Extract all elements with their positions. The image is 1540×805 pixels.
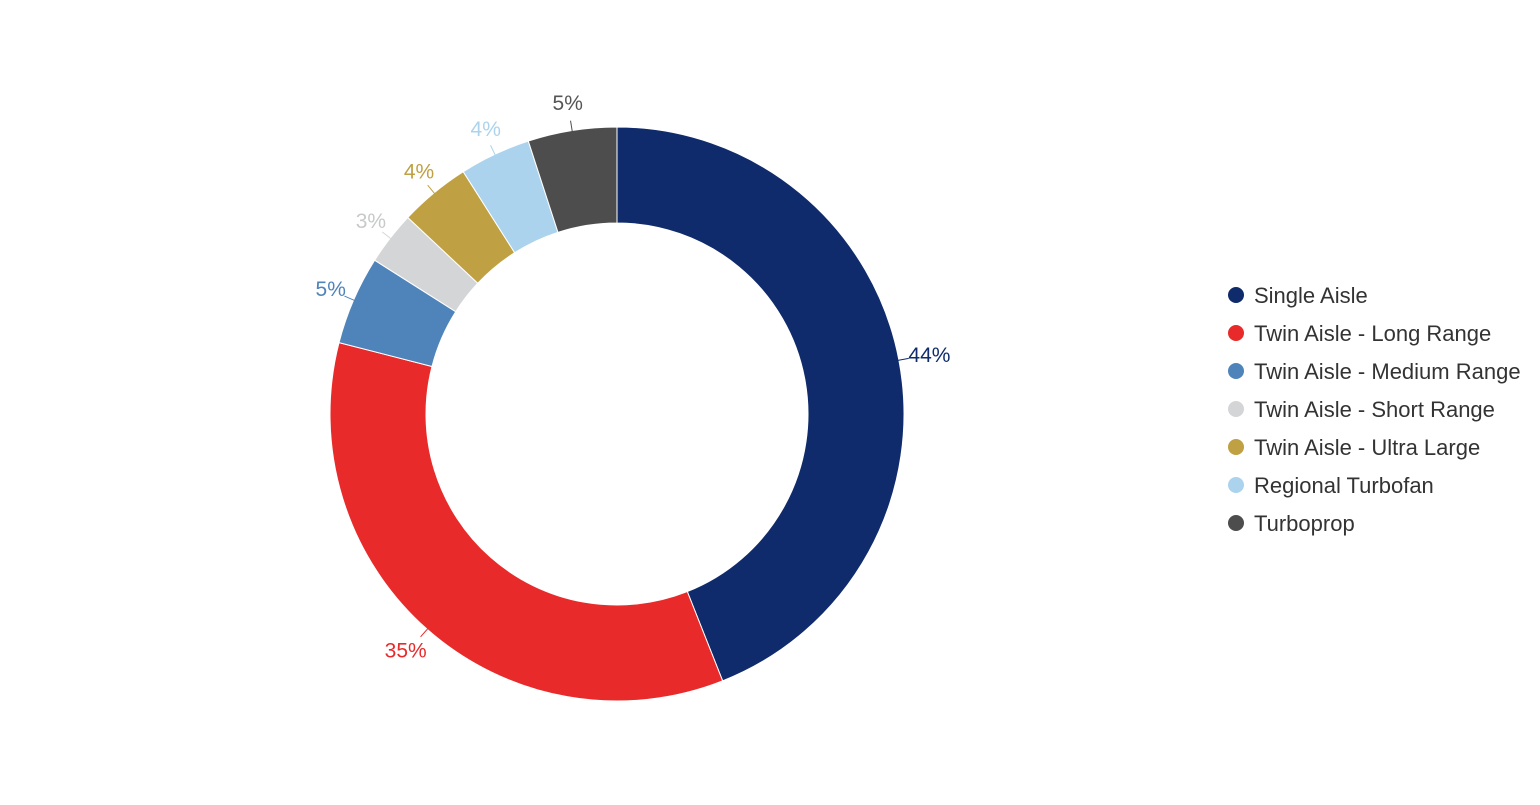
legend-marker-twin-aisle-long-range bbox=[1228, 325, 1244, 341]
leader-line-twin-aisle-ultra-large bbox=[427, 184, 436, 194]
legend-marker-regional-turbofan bbox=[1228, 477, 1244, 493]
slice-label-regional-turbofan: 4% bbox=[471, 118, 501, 141]
slice-label-twin-aisle-short-range: 3% bbox=[356, 210, 386, 233]
legend-item-turboprop[interactable]: Turboprop bbox=[1228, 511, 1355, 536]
legend-label-twin-aisle-long-range: Twin Aisle - Long Range bbox=[1254, 321, 1491, 346]
legend-marker-turboprop bbox=[1228, 515, 1244, 531]
leader-line-regional-turbofan bbox=[490, 145, 496, 156]
slice-label-single-aisle: 44% bbox=[908, 344, 950, 367]
slice-label-twin-aisle-long-range: 35% bbox=[385, 639, 427, 662]
slice-label-twin-aisle-ultra-large: 4% bbox=[404, 160, 434, 183]
slice-label-twin-aisle-medium-range: 5% bbox=[316, 278, 346, 301]
leader-line-twin-aisle-short-range bbox=[382, 231, 392, 240]
legend-marker-twin-aisle-medium-range bbox=[1228, 363, 1244, 379]
legend-label-regional-turbofan: Regional Turbofan bbox=[1254, 473, 1434, 498]
legend: Single Aisle Twin Aisle - Long Range Twin … bbox=[1228, 283, 1521, 536]
legend-marker-twin-aisle-ultra-large bbox=[1228, 439, 1244, 455]
leader-line-twin-aisle-long-range bbox=[420, 628, 429, 638]
leader-line-single-aisle bbox=[897, 357, 909, 361]
slice-twin-aisle-long-range[interactable] bbox=[329, 342, 724, 702]
legend-label-twin-aisle-ultra-large: Twin Aisle - Ultra Large bbox=[1254, 435, 1480, 460]
legend-item-regional-turbofan[interactable]: Regional Turbofan bbox=[1228, 473, 1434, 498]
slice-single-aisle[interactable] bbox=[616, 126, 905, 682]
legend-label-turboprop: Turboprop bbox=[1254, 511, 1355, 536]
donut-slices bbox=[329, 126, 905, 702]
legend-item-twin-aisle-long-range[interactable]: Twin Aisle - Long Range bbox=[1228, 321, 1491, 346]
legend-item-twin-aisle-medium-range[interactable]: Twin Aisle - Medium Range bbox=[1228, 359, 1521, 384]
legend-marker-twin-aisle-short-range bbox=[1228, 401, 1244, 417]
legend-item-twin-aisle-short-range[interactable]: Twin Aisle - Short Range bbox=[1228, 397, 1495, 422]
legend-item-single-aisle[interactable]: Single Aisle bbox=[1228, 283, 1368, 308]
legend-item-twin-aisle-ultra-large[interactable]: Twin Aisle - Ultra Large bbox=[1228, 435, 1480, 460]
legend-label-single-aisle: Single Aisle bbox=[1254, 283, 1368, 308]
slice-label-turboprop: 5% bbox=[553, 92, 583, 115]
leader-line-turboprop bbox=[570, 120, 573, 132]
legend-label-twin-aisle-medium-range: Twin Aisle - Medium Range bbox=[1254, 359, 1521, 384]
leader-line-twin-aisle-medium-range bbox=[344, 295, 355, 301]
legend-marker-single-aisle bbox=[1228, 287, 1244, 303]
slice-turboprop[interactable] bbox=[527, 126, 618, 233]
legend-label-twin-aisle-short-range: Twin Aisle - Short Range bbox=[1254, 397, 1495, 422]
slice-labels: 44% 35% 5% 3% 4% 4% 5% bbox=[316, 92, 951, 662]
